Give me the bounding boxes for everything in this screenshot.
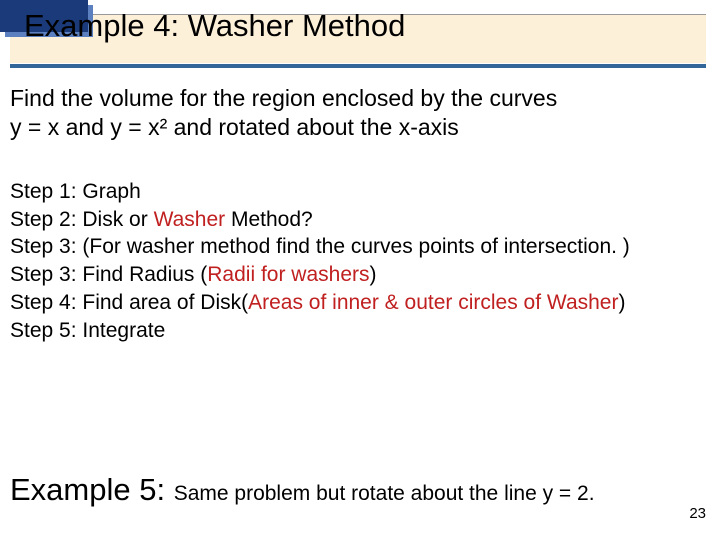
step-1-text: Step 1: Graph	[10, 180, 141, 203]
step-5: Step 5: Integrate	[10, 317, 710, 345]
step-3b-highlight: Radii for washers	[207, 263, 369, 286]
step-4-highlight: Areas of inner & outer circles of Washer	[248, 291, 618, 314]
problem-line-2: y = x and y = x² and rotated about the x…	[10, 113, 702, 142]
step-5-text: Step 5: Integrate	[10, 319, 165, 342]
slide-title: Example 4: Washer Method	[24, 8, 405, 44]
step-4: Step 4: Find area of Disk(Areas of inner…	[10, 289, 710, 317]
example-5-rest: Same problem but rotate about the line y…	[174, 482, 595, 505]
step-4-pre: Step 4: Find area of Disk(	[10, 291, 248, 314]
problem-line-1: Find the volume for the region enclosed …	[10, 84, 702, 113]
step-2-post: Method?	[225, 208, 313, 231]
page-number: 23	[689, 505, 706, 522]
step-3b: Step 3: Find Radius (Radii for washers)	[10, 261, 710, 289]
step-3a: Step 3: (For washer method find the curv…	[10, 233, 710, 261]
title-band-underline	[10, 64, 706, 68]
step-4-post: )	[618, 291, 625, 314]
slide: Example 4: Washer Method Find the volume…	[0, 0, 720, 540]
step-3b-post: )	[370, 263, 377, 286]
steps-list: Step 1: Graph Step 2: Disk or Washer Met…	[10, 178, 710, 344]
step-2: Step 2: Disk or Washer Method?	[10, 206, 710, 234]
step-3a-text: Step 3: (For washer method find the curv…	[10, 235, 630, 258]
step-2-pre: Step 2: Disk or	[10, 208, 154, 231]
example-5: Example 5: Same problem but rotate about…	[10, 472, 700, 508]
step-1: Step 1: Graph	[10, 178, 710, 206]
step-2-highlight: Washer	[154, 208, 226, 231]
problem-statement: Find the volume for the region enclosed …	[10, 84, 702, 142]
step-3b-pre: Step 3: Find Radius (	[10, 263, 207, 286]
example-5-lead: Example 5:	[10, 472, 174, 507]
